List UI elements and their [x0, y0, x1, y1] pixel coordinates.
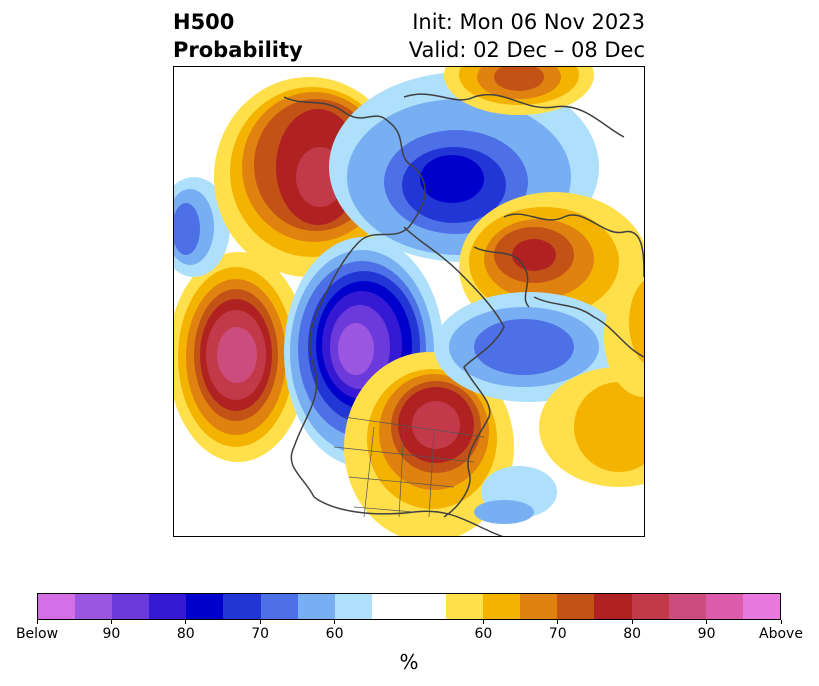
colorbar-tick-label: 60 — [325, 626, 344, 642]
anomaly-above-north-edge — [444, 67, 594, 115]
colorbar-tick-mark — [259, 620, 261, 624]
chart-title: H500 Probability — [173, 8, 303, 64]
colorbar-tick-label: 70 — [548, 626, 567, 642]
colorbar-segment — [557, 594, 595, 619]
colorbar-tick-mark — [631, 620, 633, 624]
colorbar-segment — [186, 594, 224, 619]
colorbar-tick-mark — [185, 620, 187, 624]
colorbar-segment — [334, 594, 372, 619]
colorbar — [37, 593, 781, 620]
colorbar-segment — [483, 594, 521, 619]
colorbar-tick-label: 80 — [623, 626, 642, 642]
colorbar-segment — [631, 594, 669, 619]
colorbar-segment — [446, 594, 484, 619]
colorbar-segment — [75, 594, 113, 619]
colorbar-segment — [742, 594, 780, 619]
colorbar-segment — [594, 594, 632, 619]
colorbar-segment — [223, 594, 261, 619]
valid-date: Valid: 02 Dec – 08 Dec — [408, 38, 645, 62]
colorbar-tick-label: 60 — [474, 626, 493, 642]
map-canvas — [174, 67, 644, 536]
title-line-variable: H500 — [173, 10, 235, 34]
colorbar-tick-mark — [110, 620, 112, 624]
colorbar-segment — [705, 594, 743, 619]
colorbar-tick-label: Below — [15, 626, 59, 642]
colorbar-segment — [260, 594, 298, 619]
colorbar-segment — [520, 594, 558, 619]
anomaly-below-bering — [174, 177, 230, 277]
anomaly-above-pacific — [174, 252, 308, 462]
colorbar-segment — [408, 594, 447, 619]
political-boundaries — [333, 416, 485, 518]
colorbar-segment — [371, 594, 409, 619]
colorbar-segment — [149, 594, 187, 619]
colorbar-tick-mark — [557, 620, 559, 624]
colorbar-segment — [38, 594, 76, 619]
colorbar-tick-label: 80 — [176, 626, 195, 642]
colorbar-tick-mark — [706, 620, 708, 624]
probability-map — [173, 66, 645, 537]
title-line-product: Probability — [173, 38, 303, 62]
anomaly-above-southeast — [539, 277, 644, 487]
colorbar-segment — [297, 594, 335, 619]
colorbar-segment — [668, 594, 706, 619]
colorbar-tick-label: 90 — [102, 626, 121, 642]
forecast-dates: Init: Mon 06 Nov 2023 Valid: 02 Dec – 08… — [409, 8, 645, 64]
anomaly-below-subtropical — [474, 466, 557, 524]
colorbar-segment — [112, 594, 150, 619]
colorbar-tick-label: 90 — [697, 626, 716, 642]
colorbar-unit-label: % — [399, 650, 419, 674]
colorbar-tick-label: Above — [759, 626, 803, 642]
colorbar-tick-mark — [334, 620, 336, 624]
colorbar-tick-label: 70 — [251, 626, 270, 642]
colorbar-tick-mark — [36, 620, 38, 624]
colorbar-tick-mark — [482, 620, 484, 624]
anomaly-below-atlantic — [434, 292, 624, 402]
init-date: Init: Mon 06 Nov 2023 — [412, 10, 645, 34]
colorbar-tick-mark — [780, 620, 782, 624]
